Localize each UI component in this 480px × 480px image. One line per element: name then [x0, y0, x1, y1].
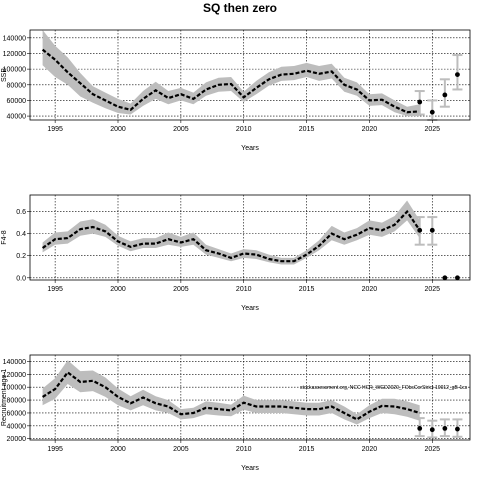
- chart-title: SQ then zero: [203, 1, 277, 15]
- x-tick-label: 2010: [236, 286, 252, 293]
- y-tick-label: 100000: [3, 67, 26, 74]
- projection-point: [455, 275, 460, 281]
- fbar-panel: 1995 2000 2005 2010 2015 2020 2025 0.0 0.2 0.4 0.6…: [1, 194, 471, 312]
- y-tick-label: 0.4: [16, 231, 26, 238]
- y-tick-label: 120000: [3, 372, 26, 379]
- recruitment-panel: 1995 2000 2005 2010 2015 2020 2025 20000 40000 60…: [1, 354, 471, 472]
- projection-point: [442, 275, 448, 281]
- x-tick-label: 2025: [424, 446, 440, 453]
- annotation-text: stockassessment.org, NCC HCR_WGD2020_FOb…: [300, 385, 468, 391]
- y-tick-label: 60000: [7, 98, 27, 105]
- y-tick-label: 120000: [3, 51, 26, 58]
- x-tick-label: 2025: [424, 126, 440, 133]
- x-tick-label: 2000: [110, 286, 126, 293]
- x-axis-label: Years: [241, 305, 259, 312]
- projection-point: [429, 109, 435, 115]
- x-tick-label: 2015: [299, 286, 315, 293]
- y-tick-label: 0.0: [16, 275, 26, 282]
- x-tick-label: 1995: [47, 126, 63, 133]
- y-tick-label: 40000: [7, 423, 27, 430]
- x-tick-label: 2005: [173, 126, 189, 133]
- y-tick-label: 0.2: [16, 253, 26, 260]
- x-tick-label: 2005: [173, 446, 189, 453]
- x-axis-label: Years: [241, 145, 259, 152]
- projection-point: [442, 92, 448, 98]
- y-tick-label: 40000: [7, 114, 27, 121]
- x-tick-label: 2000: [110, 126, 126, 133]
- x-tick-label: 2020: [362, 126, 378, 133]
- x-axis-label: Years: [241, 465, 259, 472]
- plot-frame: [29, 194, 471, 281]
- x-tick-label: 2010: [236, 446, 252, 453]
- y-axis-label: F4-8: [1, 230, 8, 245]
- projection-point: [429, 427, 435, 433]
- projection-point: [442, 426, 448, 431]
- estimate-line: [41, 209, 421, 263]
- projection-point: [417, 426, 423, 431]
- y-tick-label: 140000: [3, 359, 26, 366]
- x-tick-label: 2020: [362, 446, 378, 453]
- y-axis-label: SSB: [1, 68, 8, 82]
- projection-point: [429, 227, 435, 233]
- projection-point: [455, 72, 460, 78]
- projection-point: [417, 99, 423, 105]
- x-tick-label: 2015: [299, 446, 315, 453]
- x-tick-label: 1995: [47, 446, 63, 453]
- y-tick-label: 140000: [3, 35, 26, 42]
- confidence-band: [42, 200, 420, 265]
- x-tick-label: 2025: [424, 286, 440, 293]
- x-tick-label: 2020: [362, 286, 378, 293]
- y-tick-label: 80000: [7, 398, 27, 405]
- y-tick-label: 100000: [3, 385, 26, 392]
- y-tick-label: 0.6: [16, 209, 26, 216]
- projection-point: [455, 426, 460, 432]
- y-axis-label: Recruitment age 1: [1, 369, 8, 426]
- x-tick-label: 2010: [236, 126, 252, 133]
- projection-point: [417, 227, 423, 233]
- x-tick-label: 1995: [47, 286, 63, 293]
- x-tick-label: 2005: [173, 286, 189, 293]
- x-tick-label: 2015: [299, 126, 315, 133]
- y-tick-label: 80000: [7, 82, 27, 89]
- plot-frame: [29, 29, 471, 121]
- y-tick-label: 20000: [7, 436, 27, 443]
- x-tick-label: 2000: [110, 446, 126, 453]
- estimate-line: [42, 370, 421, 421]
- estimate-line: [41, 48, 420, 114]
- plot-frame: [29, 354, 471, 441]
- y-tick-label: 60000: [7, 410, 27, 417]
- confidence-band: [42, 30, 420, 117]
- ssb-panel: 1995 2000 2005 2010 2015 2020 2025 40000 60000 80…: [1, 29, 471, 152]
